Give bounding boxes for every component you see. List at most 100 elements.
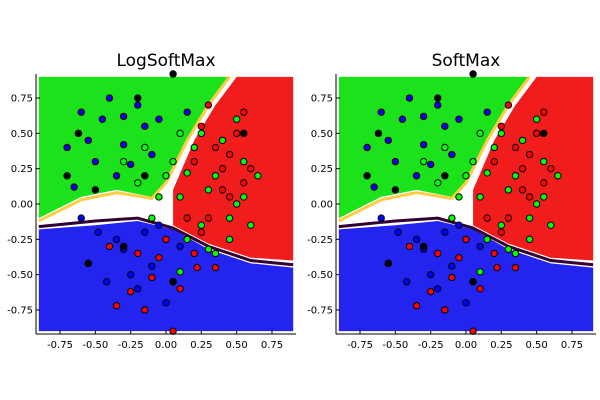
green-point (462, 172, 470, 180)
y-tick-label: -0.75 (7, 305, 33, 316)
blue-point (434, 285, 442, 293)
black-point (84, 259, 92, 268)
red-point (232, 129, 241, 138)
green-point (218, 136, 227, 145)
green-point (441, 143, 449, 152)
blue-point (419, 112, 428, 121)
red-point (190, 249, 198, 258)
blue-point (183, 108, 191, 116)
blue-point (391, 157, 400, 166)
green-point (469, 157, 477, 166)
blue-point (363, 143, 371, 152)
red-point (148, 273, 156, 282)
black-point (540, 129, 548, 138)
green-point (232, 200, 241, 208)
red-point (518, 186, 527, 194)
green-point (247, 221, 255, 229)
red-point (455, 253, 463, 262)
red-point (525, 193, 534, 201)
green-point (547, 221, 555, 229)
x-tick-label: -0.75 (347, 340, 373, 351)
green-point (162, 172, 170, 180)
green-point (240, 193, 248, 201)
red-point (426, 287, 435, 296)
y-tick-label: -0.75 (307, 305, 333, 316)
red-point (497, 228, 506, 236)
x-tick-label: 0.25 (490, 340, 512, 351)
blue-point (377, 108, 385, 116)
x-tick-label: 0.75 (561, 340, 583, 351)
red-point (162, 235, 170, 244)
blue-point (126, 160, 135, 169)
green-point (476, 193, 484, 201)
blue-point (112, 172, 121, 180)
green-point (204, 245, 213, 253)
green-point (197, 129, 206, 138)
heatmap-background (38, 75, 294, 332)
y-tick-label: 0.75 (11, 94, 33, 105)
blue-point (162, 299, 170, 307)
green-point (518, 136, 527, 145)
y-tick-label: 0.50 (11, 129, 33, 140)
green-point (483, 169, 491, 177)
black-point (74, 129, 83, 138)
red-point (240, 108, 248, 116)
black-point (240, 129, 248, 138)
blue-point (448, 150, 456, 159)
green-point (455, 193, 463, 201)
green-point (511, 172, 520, 180)
red-point (434, 249, 442, 258)
green-point (254, 172, 262, 180)
red-point (134, 249, 142, 258)
x-tick-label: 0.75 (261, 340, 283, 351)
green-point (504, 245, 513, 253)
red-point (193, 263, 201, 272)
red-point (490, 157, 498, 166)
black-point (119, 242, 128, 251)
red-point (448, 273, 456, 282)
blue-point (398, 115, 407, 123)
green-point (497, 129, 506, 138)
red-point (511, 143, 520, 152)
green-point (134, 179, 142, 187)
green-point (119, 157, 128, 166)
green-point (483, 235, 491, 244)
blue-point (455, 221, 463, 229)
blue-point (426, 270, 435, 279)
green-point (504, 186, 513, 194)
red-point (518, 164, 527, 173)
blue-point (377, 214, 385, 222)
blue-point (91, 157, 100, 166)
black-point (91, 186, 100, 194)
red-point (497, 122, 506, 130)
green-point (532, 115, 541, 123)
black-point (434, 94, 442, 102)
blue-point (141, 122, 149, 130)
green-point (176, 129, 184, 138)
blue-point (77, 108, 85, 116)
y-tick-label: -0.50 (307, 270, 333, 281)
y-tick-label: -0.25 (7, 235, 33, 246)
x-tick-label: 0.25 (190, 340, 212, 351)
chart-title: SoftMax (432, 51, 501, 71)
red-point (469, 327, 477, 335)
blue-point (148, 262, 156, 270)
red-point (105, 242, 114, 251)
blue-point (98, 115, 107, 123)
red-point (462, 235, 470, 244)
green-point (225, 235, 234, 244)
red-point (240, 179, 248, 187)
x-tick-label: -0.50 (382, 340, 408, 351)
red-point (493, 263, 501, 272)
red-point (197, 122, 206, 130)
green-point (511, 249, 520, 258)
red-point (190, 157, 198, 166)
black-point (169, 70, 177, 78)
red-point (483, 214, 491, 222)
blue-point (426, 160, 435, 169)
blue-point (148, 150, 156, 159)
red-point (247, 164, 255, 173)
green-point (148, 214, 156, 222)
red-point (204, 101, 213, 109)
